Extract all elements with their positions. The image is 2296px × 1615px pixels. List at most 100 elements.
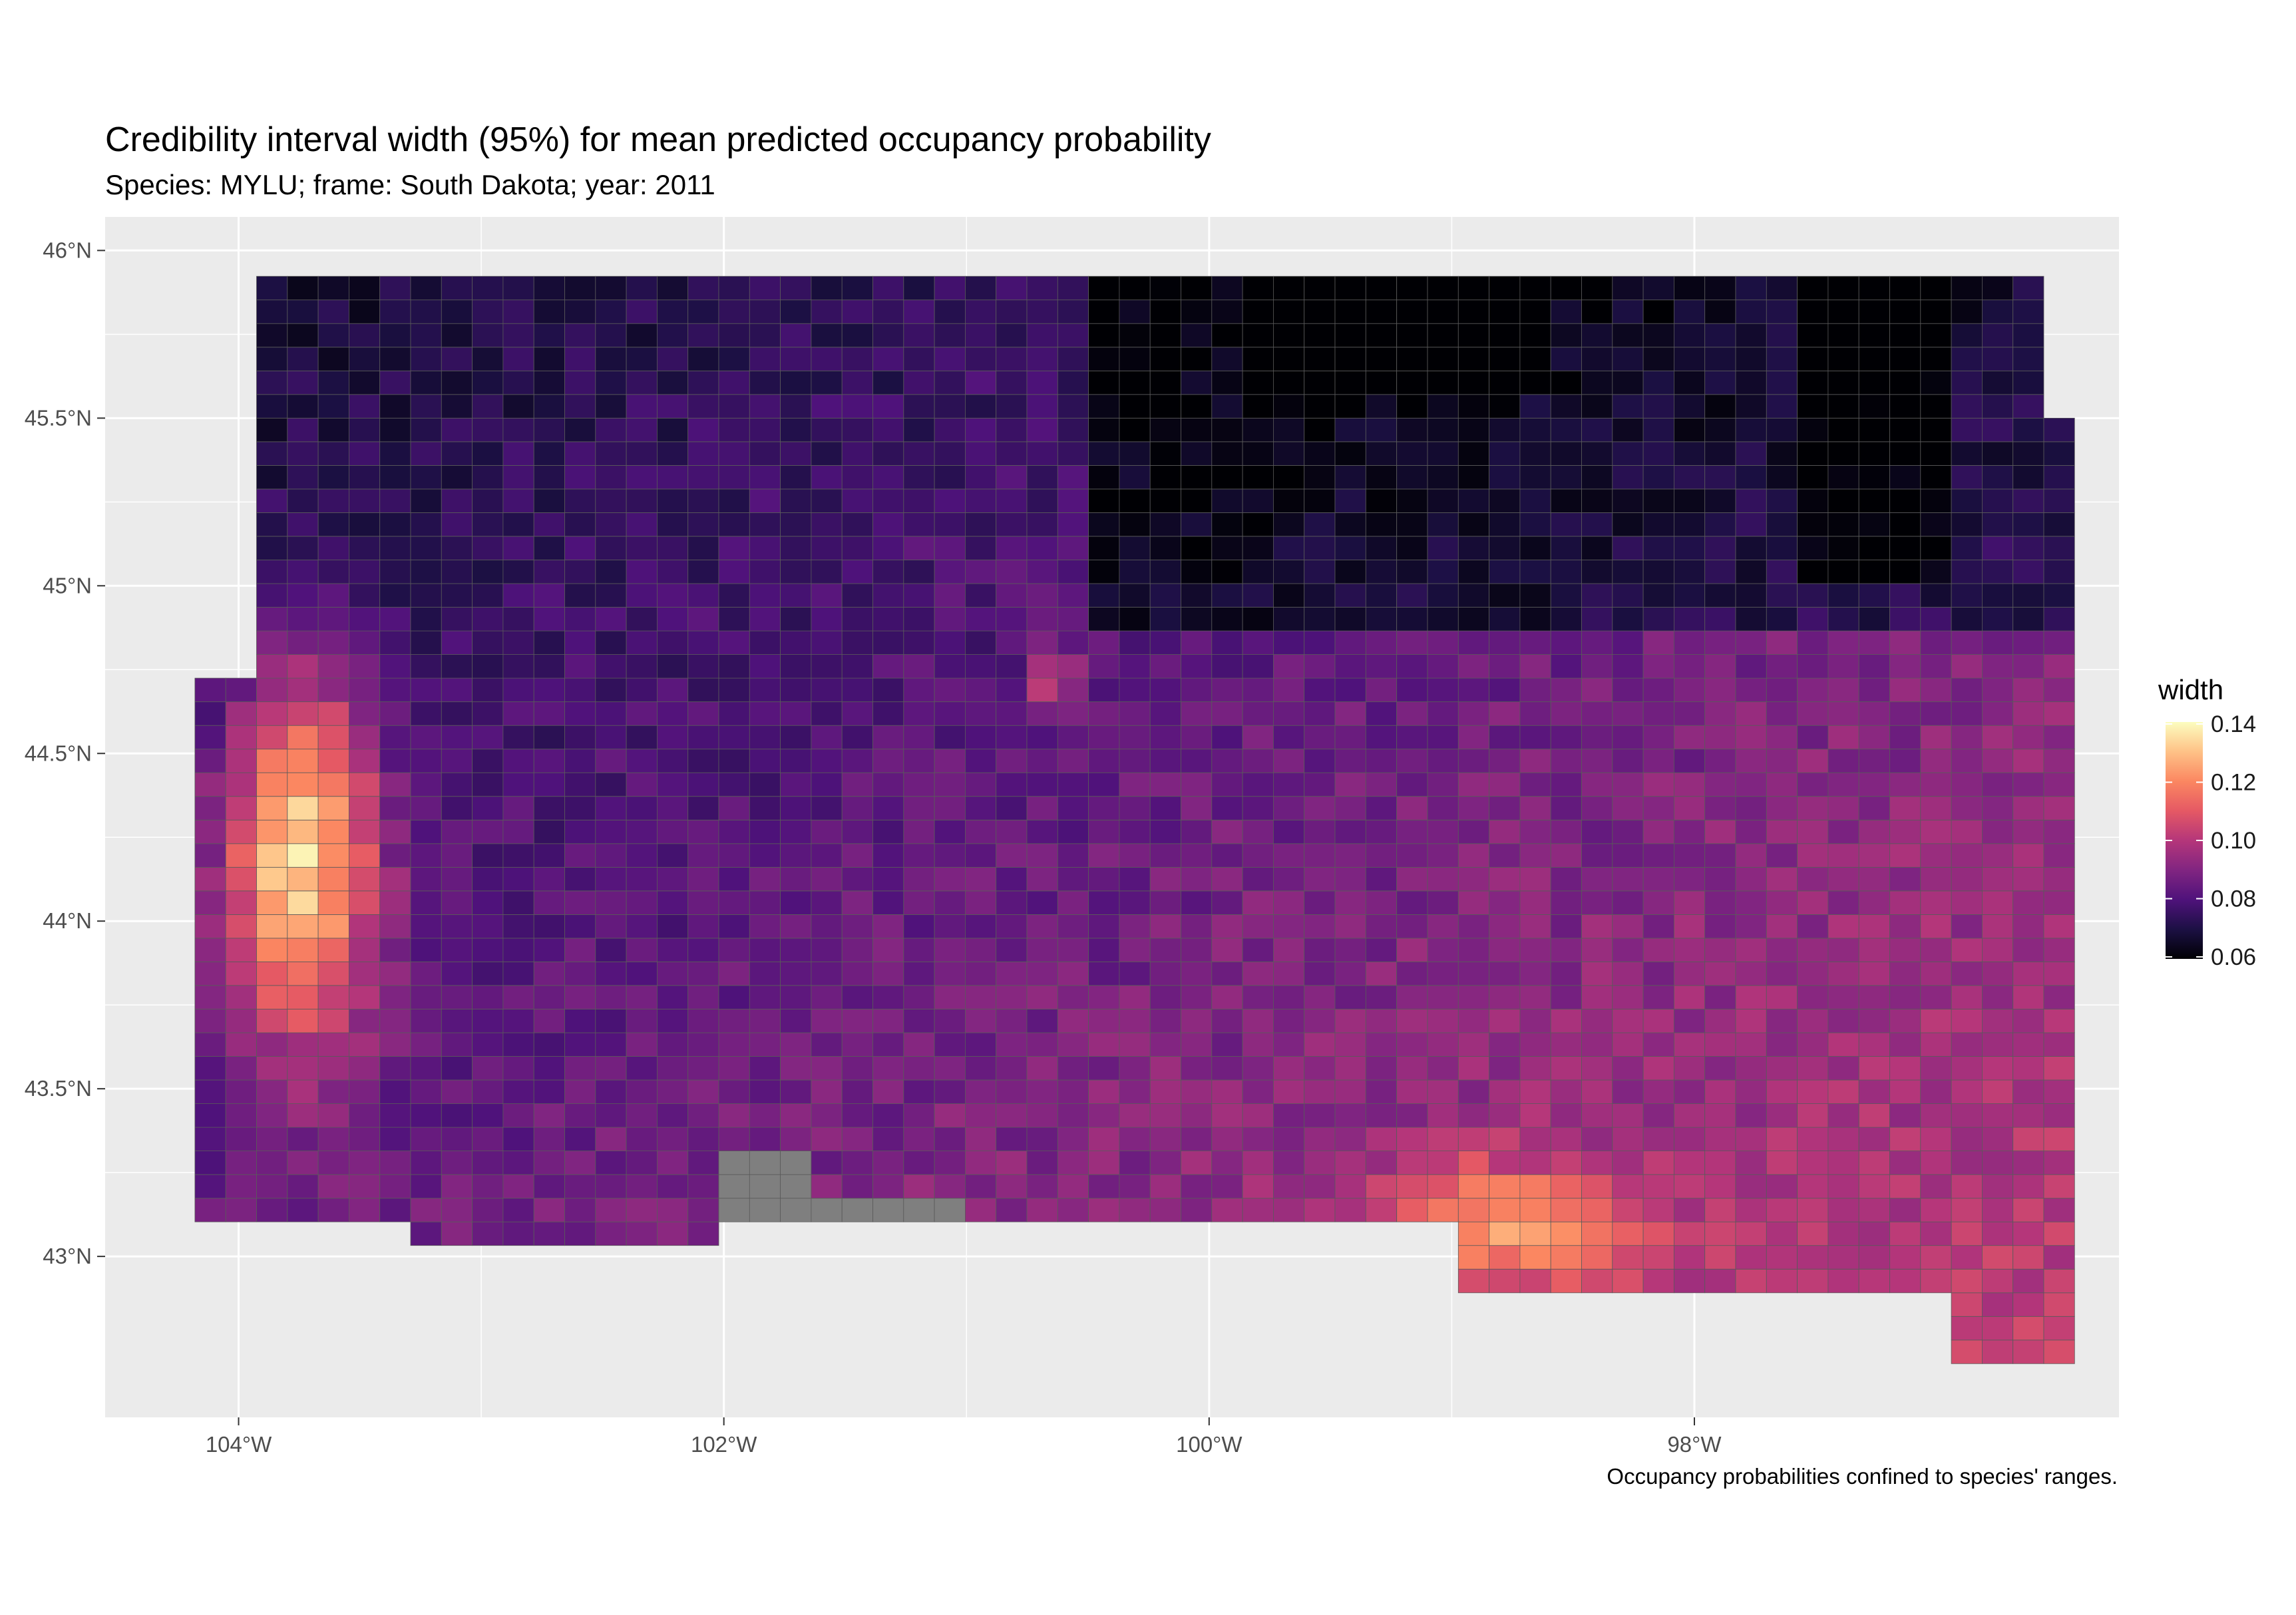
grid-cell [379,843,411,868]
grid-cell [1304,1103,1336,1128]
grid-cell [965,607,997,631]
grid-cell [1119,607,1151,631]
grid-cell [441,370,473,395]
grid-cell [1211,962,1243,986]
grid-cell [687,1127,719,1151]
grid-cell [595,819,627,844]
grid-cell [1427,772,1459,797]
grid-cell [2043,772,2075,797]
grid-cell [502,654,534,679]
grid-cell [657,701,689,726]
grid-cell [441,725,473,750]
grid-cell [1766,772,1798,797]
grid-cell [595,488,627,513]
grid-cell [1951,560,1983,584]
grid-cell [687,1103,719,1128]
grid-cell [472,962,504,986]
grid-cell [1211,323,1243,348]
grid-cell [1981,772,2014,797]
grid-cell [349,1103,381,1128]
grid-cell [934,890,966,915]
grid-cell [502,583,534,608]
grid-cell [872,701,904,726]
grid-cell [1181,749,1213,773]
grid-cell [2012,1292,2044,1317]
grid-cell [287,1032,319,1057]
grid-cell [626,1151,658,1175]
grid-cell [965,299,997,324]
grid-cell [657,796,689,820]
grid-cell [564,347,596,371]
grid-cell [934,583,966,608]
grid-cell [934,488,966,513]
grid-cell [1920,725,1952,750]
grid-cell [934,347,966,371]
grid-cell [379,1103,411,1128]
grid-cell [472,512,504,537]
grid-cell [1119,441,1151,466]
grid-cell [626,1056,658,1081]
grid-cell [1797,701,1829,726]
grid-cell [1519,1009,1551,1033]
grid-cell [657,1174,689,1199]
grid-cell [1766,1032,1798,1057]
y-tick-label: 43°N [43,1244,92,1268]
grid-cell [872,299,904,324]
grid-cell [533,749,565,773]
grid-cell [1365,914,1398,939]
grid-cell [749,796,781,820]
grid-cell [749,536,781,560]
grid-cell [2043,985,2075,1009]
grid-cell [2043,512,2075,537]
grid-cell [872,985,904,1009]
grid-cell [1889,1009,1921,1033]
grid-cell [1581,1009,1613,1033]
grid-cell [1242,890,1274,915]
grid-cell [1457,488,1490,513]
grid-cell [1334,1198,1366,1222]
grid-cell [1735,1009,1767,1033]
grid-cell [1735,1221,1767,1246]
grid-cell [1026,1009,1058,1033]
grid-cell [1673,323,1706,348]
grid-cell [256,347,288,371]
grid-cell [1519,1103,1551,1128]
grid-cell [749,583,781,608]
grid-cell [1273,1079,1305,1104]
grid-cell [1642,1174,1674,1199]
grid-cell [841,465,873,490]
grid-cell [1735,275,1767,301]
grid-cell [1057,1127,1089,1151]
grid-cell [718,749,750,773]
grid-cell [841,583,873,608]
grid-cell [1981,512,2014,537]
grid-cell [718,914,750,939]
grid-cell [1149,536,1181,560]
grid-cell [1242,985,1274,1009]
grid-cell [1334,299,1366,324]
grid-cell [2012,536,2044,560]
grid-cell [1057,819,1089,844]
grid-cell [1365,1056,1398,1081]
grid-cell [1858,866,1890,892]
grid-cell [1396,347,1428,371]
grid-cell [1797,749,1829,773]
grid-cell [441,465,473,490]
grid-cell [903,583,935,608]
grid-cell [441,1056,473,1081]
grid-cell [564,275,596,301]
grid-cell [1457,796,1490,820]
grid-cell [1057,1032,1089,1057]
grid-cell [1457,1079,1490,1104]
grid-cell [1612,583,1644,608]
grid-cell [502,890,534,915]
grid-cell [256,630,288,655]
legend-title: width [2158,674,2224,705]
grid-cell [1981,938,2014,962]
grid-cell [718,962,750,986]
grid-cell [287,843,319,868]
grid-cell [965,275,997,301]
grid-cell [1920,536,1952,560]
grid-cell [1273,488,1305,513]
grid-cell [1457,1032,1490,1057]
